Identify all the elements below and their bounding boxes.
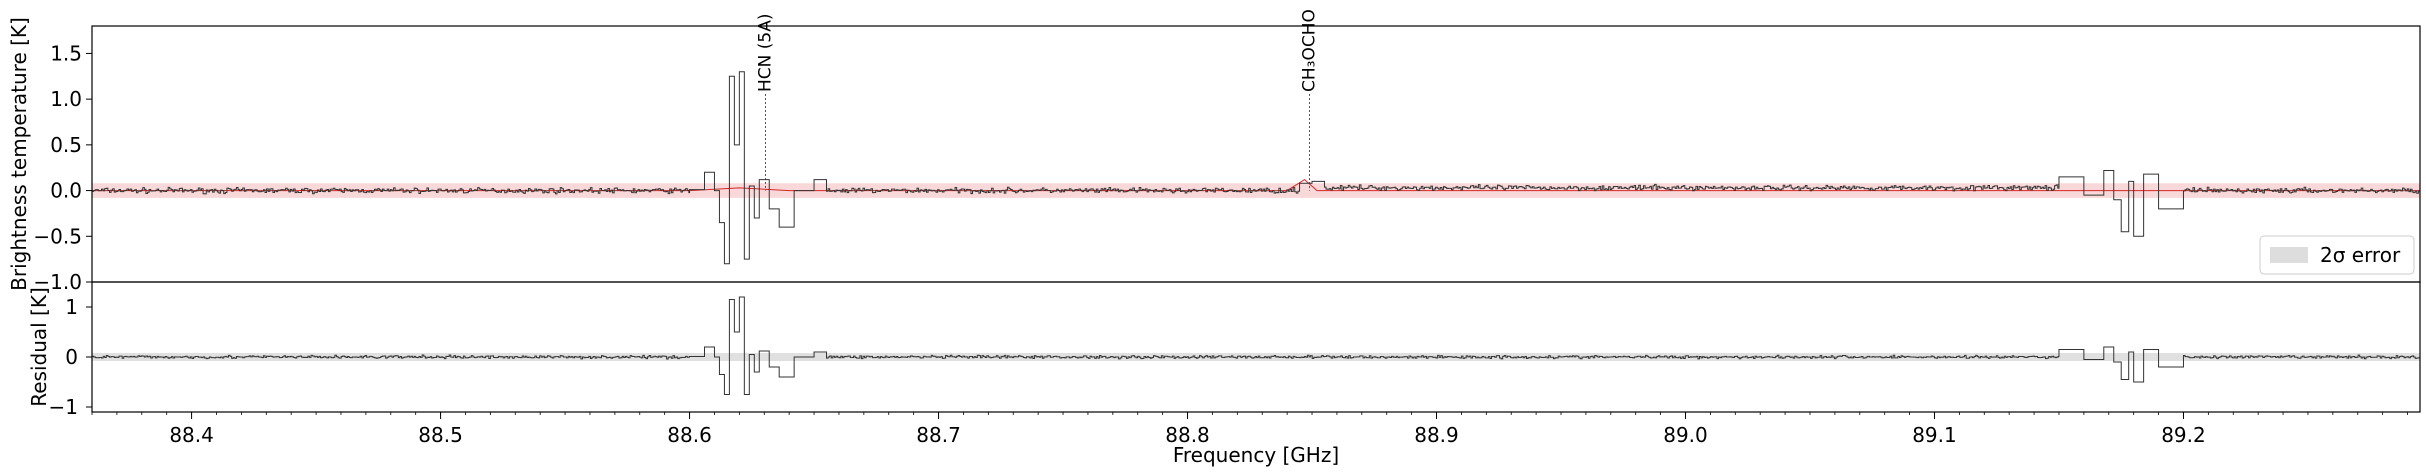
x-tick-label: 89.2	[2161, 423, 2206, 447]
top-y-tick-label: 1.0	[50, 87, 82, 111]
bottom-y-tick-label: 0	[65, 345, 78, 369]
bottom-y-axis: −1 0 1	[49, 295, 92, 419]
legend-label: 2σ error	[2320, 243, 2401, 267]
top-y-tick-label: 1.5	[50, 41, 82, 65]
residual-line	[92, 297, 2420, 395]
x-tick-label: 88.6	[667, 423, 712, 447]
legend: 2σ error	[2260, 236, 2414, 274]
x-tick-label: 88.5	[418, 423, 463, 447]
top-plot-frame	[92, 26, 2420, 282]
top-y-tick-label: 0.0	[50, 179, 82, 203]
line-marker-label-1: CH₃OCHO	[1300, 9, 1320, 92]
top-y-axis-label: Brightness temperature [K]	[7, 17, 31, 291]
line-marker-label-0: HCN (5A)	[756, 14, 776, 92]
line-markers: HCN (5A) CH₃OCHO	[756, 9, 1320, 190]
top-y-axis: −1.0−0.50.00.51.01.5	[33, 41, 92, 294]
bottom-plot-frame	[92, 282, 2420, 412]
residual-panel: −101 88.4 88.5 88.6 88.7 88.8 88.9 89.0 89.1 89.…	[27, 282, 2420, 467]
bottom-y-tick-label: 1	[65, 295, 78, 319]
x-tick-label: 88.4	[169, 423, 214, 447]
top-y-tick-label: 0.5	[50, 133, 82, 157]
x-tick-label: 88.9	[1414, 423, 1459, 447]
x-tick-label: 89.1	[1912, 423, 1957, 447]
top-y-tick-label: −0.5	[33, 224, 82, 248]
legend-swatch	[2270, 247, 2308, 263]
observed-spectrum-line	[92, 72, 2420, 264]
brightness-panel: HCN (5A) CH₃OCHO −1.0−0.50.00.51.01.5 Bri…	[7, 9, 2420, 294]
x-tick-label: 89.0	[1663, 423, 1708, 447]
bottom-y-axis-label: Residual [K]	[27, 287, 51, 407]
x-axis: 88.4 88.5 88.6 88.7 88.8 88.9 89.0 89.1 89.2	[92, 412, 2408, 447]
x-axis-label: Frequency [GHz]	[1173, 443, 1339, 467]
bottom-y-tick-label: −1	[49, 395, 78, 419]
x-tick-label: 88.7	[916, 423, 961, 447]
